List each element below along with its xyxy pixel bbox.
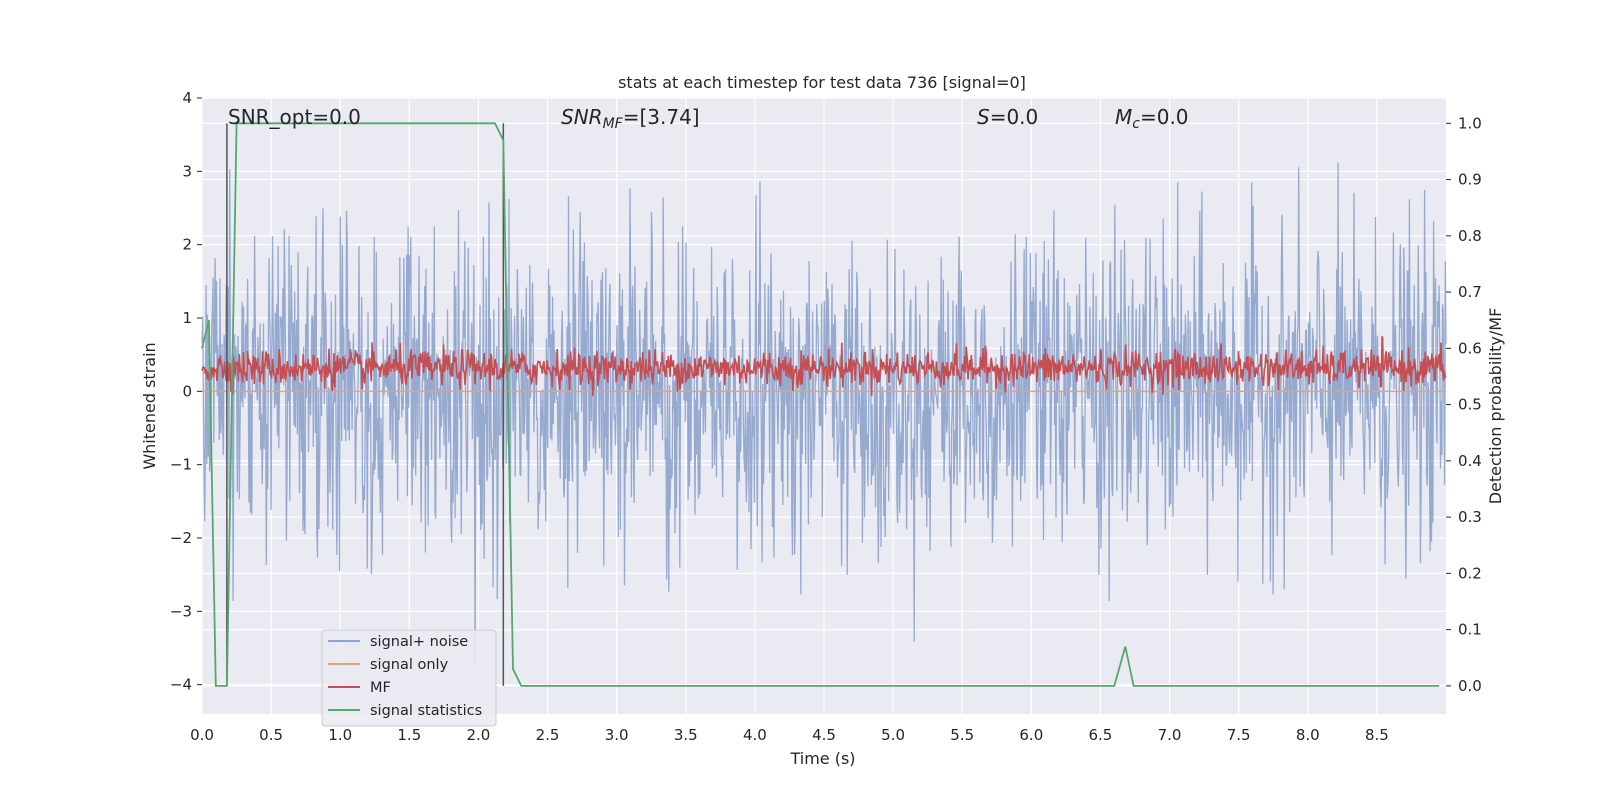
right-tick-label: 0.8 <box>1458 227 1482 245</box>
x-tick-label: 8.0 <box>1296 726 1320 744</box>
x-tick-label: 3.0 <box>605 726 629 744</box>
annotation-mc-main: M <box>1115 105 1132 129</box>
right-tick-label: 0.6 <box>1458 339 1482 357</box>
right-tick-label: 0.7 <box>1458 283 1482 301</box>
left-tick-label: 0 <box>182 382 192 400</box>
x-tick-label: 5.0 <box>881 726 905 744</box>
x-tick-label: 2.0 <box>467 726 491 744</box>
legend-label-stats: signal statistics <box>370 703 482 719</box>
right-axis-label: Detection probability/MF <box>1486 308 1505 505</box>
x-tick-label: 8.5 <box>1365 726 1389 744</box>
annotation-mc: Mc=0.0 <box>1115 105 1189 132</box>
x-tick-label: 5.5 <box>950 726 974 744</box>
chart-title: stats at each timestep for test data 736… <box>618 73 1026 92</box>
annotation-snr-mf-sub: MF <box>603 116 624 132</box>
right-tick-label: 0.4 <box>1458 452 1482 470</box>
right-tick-label: 1.0 <box>1458 114 1482 132</box>
right-tick-label: 0.0 <box>1458 677 1482 695</box>
x-tick-label: 3.5 <box>674 726 698 744</box>
x-tick-label: 4.5 <box>812 726 836 744</box>
left-tick-label: 1 <box>182 309 192 327</box>
annotation-mc-value: =0.0 <box>1140 105 1189 129</box>
right-tick-label: 0.2 <box>1458 564 1482 582</box>
signal-statistics-series <box>201 122 1440 687</box>
left-tick-label: 2 <box>182 236 192 254</box>
x-axis-label: Time (s) <box>789 749 855 768</box>
annotation-snr-mf-value: =[3.74] <box>623 105 700 129</box>
annotation-s-main: S <box>977 105 990 129</box>
left-tick-label: −1 <box>170 456 192 474</box>
annotation-snr-mf: SNRMF=[3.74] <box>561 105 700 132</box>
x-axis-ticks: 0.0 0.5 1.0 1.5 2.0 2.5 3.0 3.5 4.0 4.5 5.0 5.5 6.0 6… <box>190 726 1389 744</box>
x-tick-label: 6.5 <box>1089 726 1113 744</box>
right-tick-label: 0.1 <box>1458 621 1482 639</box>
left-tick-label: −3 <box>170 602 192 620</box>
x-tick-label: 0.0 <box>190 726 214 744</box>
left-tick-label: 4 <box>182 89 192 107</box>
legend: signal+ noise signal only MF signal stat… <box>321 629 497 727</box>
signal-statistics-line <box>201 122 1440 687</box>
signal-noise-series <box>201 162 1447 662</box>
annotation-snr-mf-main: SNR <box>561 105 603 129</box>
x-tick-label: 7.0 <box>1158 726 1182 744</box>
mf-series <box>201 335 1447 397</box>
left-tick-label: −4 <box>170 676 192 694</box>
left-axis-ticks: 4 3 2 1 0 −1 −2 −3 −4 <box>170 89 202 694</box>
right-tick-label: 0.3 <box>1458 508 1482 526</box>
legend-label-mf: MF <box>370 680 391 696</box>
right-axis-ticks: 1.0 0.9 0.8 0.7 0.6 0.5 0.4 0.3 0.2 0.1 0.0 <box>1446 114 1482 695</box>
right-tick-label: 0.5 <box>1458 396 1482 414</box>
x-tick-label: 1.0 <box>328 726 352 744</box>
mf-line <box>201 335 1447 397</box>
annotation-mc-sub: c <box>1132 116 1140 132</box>
x-tick-label: 1.5 <box>397 726 421 744</box>
signal-noise-line <box>201 162 1447 662</box>
legend-label-signal: signal only <box>370 657 449 673</box>
annotation-s-value: =0.0 <box>990 105 1039 129</box>
annotation-s: S=0.0 <box>977 105 1038 129</box>
annotation-snr-opt: SNR_opt=0.0 <box>228 105 361 129</box>
x-tick-label: 4.0 <box>743 726 767 744</box>
right-tick-label: 0.9 <box>1458 171 1482 189</box>
marker-lines <box>226 123 505 686</box>
legend-label-noise: signal+ noise <box>370 634 468 650</box>
x-tick-label: 6.0 <box>1019 726 1043 744</box>
left-tick-label: −2 <box>170 529 192 547</box>
x-tick-label: 7.5 <box>1227 726 1251 744</box>
left-axis-label: Whitened strain <box>140 342 159 469</box>
legend-box <box>321 629 497 727</box>
left-tick-label: 3 <box>182 162 192 180</box>
x-tick-label: 0.5 <box>259 726 283 744</box>
x-tick-label: 2.5 <box>536 726 560 744</box>
